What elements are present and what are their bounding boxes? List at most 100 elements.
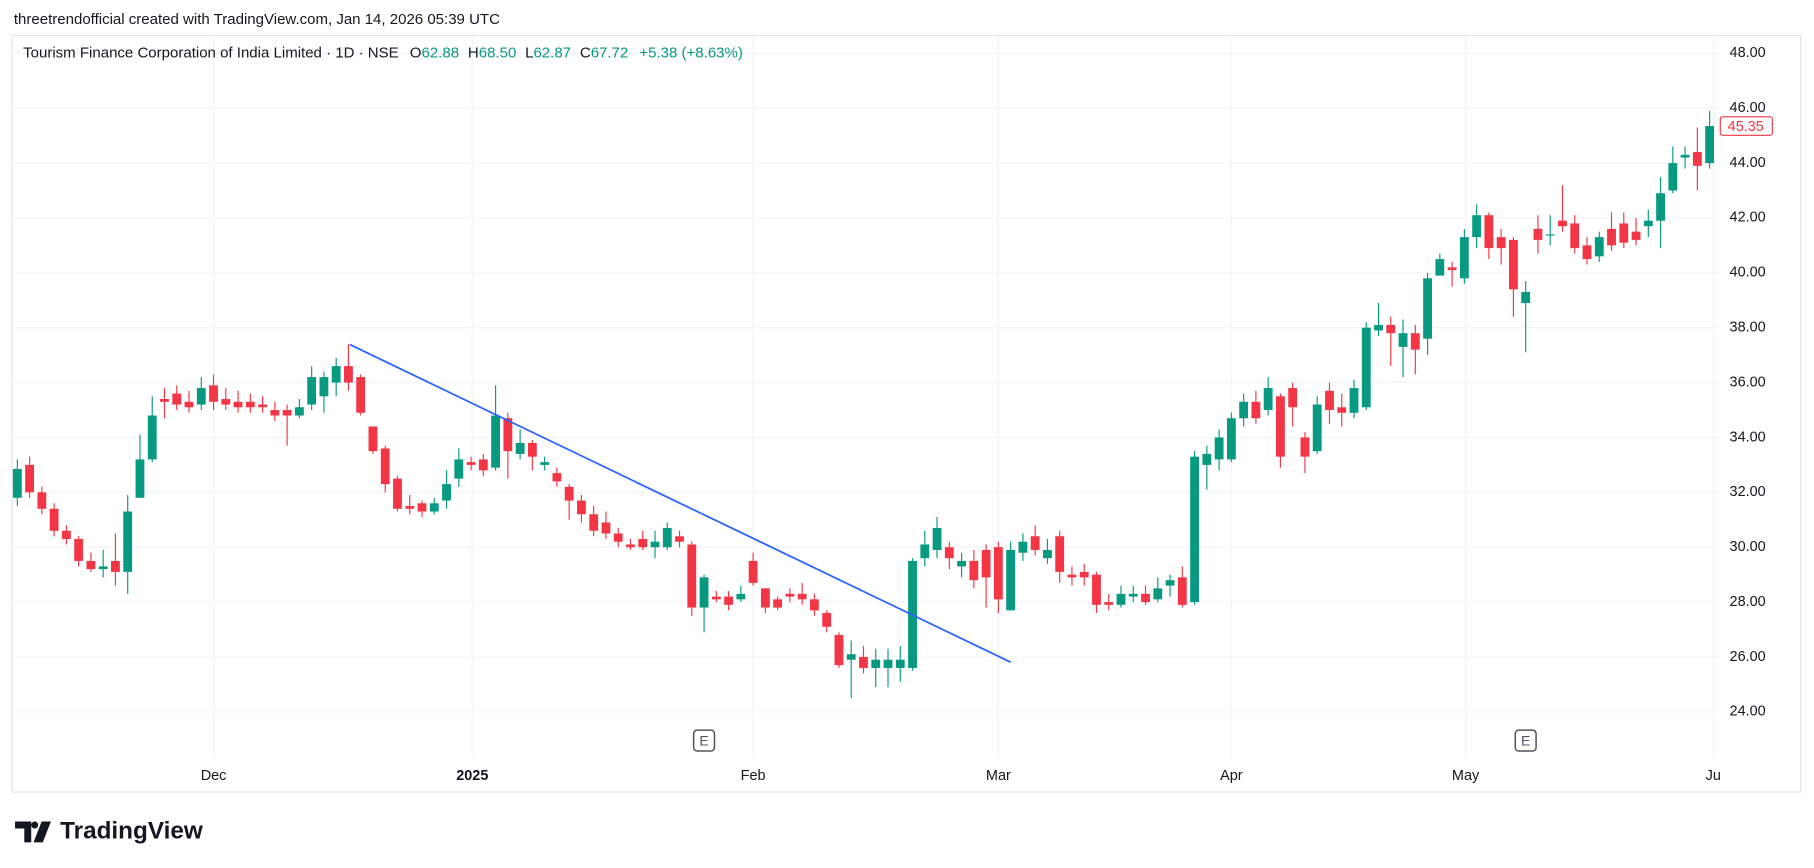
candle-body <box>969 560 979 581</box>
last-price-label: 45.35 <box>1728 119 1764 135</box>
x-tick-label: Dec <box>201 768 227 784</box>
candle-body <box>797 593 807 600</box>
candle-body <box>1043 549 1052 559</box>
candle-body <box>785 593 795 597</box>
candle-body <box>1141 593 1150 603</box>
candle-body <box>1668 163 1678 191</box>
y-tick-label: 46.00 <box>1730 100 1766 116</box>
candle-body <box>1410 333 1420 350</box>
candle-body <box>405 506 415 509</box>
candle-body <box>1239 401 1249 419</box>
candle-body <box>1459 237 1469 279</box>
y-tick-label: 42.00 <box>1730 210 1766 226</box>
candle-body <box>1214 437 1224 460</box>
candle-body <box>135 459 145 498</box>
x-tick-label: Ju <box>1706 768 1721 784</box>
candle-body <box>650 541 660 548</box>
candle-body <box>478 459 488 471</box>
candle-body <box>417 503 427 512</box>
legend-value: 62.88 <box>421 44 459 61</box>
legend-key: O <box>410 44 422 61</box>
candle-body <box>184 401 194 408</box>
candle-body <box>993 547 1003 600</box>
candle-body <box>331 366 341 383</box>
candle-body <box>859 656 868 668</box>
candle-body <box>1337 407 1347 413</box>
candle-body <box>1288 388 1298 408</box>
candle-body <box>86 560 96 570</box>
candle-body <box>12 469 22 498</box>
candle-body <box>1472 215 1482 238</box>
y-tick-label: 24.00 <box>1730 704 1766 720</box>
candle-body <box>1226 418 1236 460</box>
brand-name: TradingView <box>60 817 203 844</box>
candle-body <box>748 560 758 583</box>
candle-body <box>675 536 684 542</box>
candle-body <box>589 514 599 531</box>
y-tick-label: 34.00 <box>1730 429 1766 445</box>
y-tick-label: 36.00 <box>1730 374 1766 390</box>
candle-body <box>1705 126 1715 164</box>
candle-body <box>294 407 304 416</box>
candle-body <box>773 599 783 608</box>
candle-body <box>25 464 35 493</box>
candle-body <box>270 410 280 416</box>
candle-body <box>527 442 537 457</box>
candles <box>12 110 1715 699</box>
candle-body <box>1202 453 1212 465</box>
candle-body <box>454 459 464 479</box>
candle-body <box>957 560 966 567</box>
x-tick-label: Feb <box>741 768 766 784</box>
legend: Tourism Finance Corporation of India Lim… <box>23 44 743 61</box>
candle-body <box>846 654 856 660</box>
candle-body <box>871 659 881 668</box>
candle-body <box>1374 324 1383 331</box>
candle-body <box>1558 220 1567 227</box>
candle-body <box>699 577 709 608</box>
candle-body <box>540 462 550 465</box>
candle-body <box>1680 154 1690 158</box>
candle-body <box>1570 223 1580 249</box>
candle-body <box>233 401 243 408</box>
candle-body <box>1092 574 1101 605</box>
candle-body <box>1423 278 1432 339</box>
earnings-marker <box>1514 729 1537 752</box>
candle-body <box>638 538 648 548</box>
candle-body <box>111 560 120 572</box>
candle-body <box>221 399 231 405</box>
candle-body <box>1692 152 1702 166</box>
candle-body <box>74 538 84 561</box>
candle-body <box>393 478 402 509</box>
candle-body <box>613 533 623 542</box>
legend-key: L <box>525 44 533 61</box>
candle-body <box>883 659 893 668</box>
y-tick-label: 44.00 <box>1730 155 1766 171</box>
candle-body <box>147 415 157 460</box>
candle-body <box>1386 324 1396 334</box>
candle-body <box>834 635 844 666</box>
y-tick-label: 48.00 <box>1730 45 1766 61</box>
candle-body <box>711 596 721 600</box>
candle-body <box>123 511 133 572</box>
candle-body <box>724 596 733 605</box>
candle-body <box>601 522 611 534</box>
candle-body <box>895 659 905 668</box>
x-tick-label: Mar <box>986 768 1011 784</box>
candle-body <box>368 426 378 452</box>
candle-body <box>1582 245 1592 260</box>
candle-body <box>1312 404 1322 452</box>
candle-body <box>429 503 439 512</box>
candle-body <box>380 448 390 485</box>
legend-key: H <box>468 44 479 61</box>
candle-body <box>564 486 574 501</box>
earnings-marker <box>692 729 716 752</box>
candle-body <box>1521 292 1531 304</box>
candle-body <box>344 366 353 383</box>
candle-body <box>1251 401 1261 419</box>
candle-body <box>1509 239 1518 290</box>
candle-body <box>662 527 672 548</box>
candle-body <box>1165 580 1175 586</box>
candle-body <box>466 462 476 465</box>
brand-logo: TradingView <box>15 817 203 844</box>
candle-body <box>37 492 47 509</box>
